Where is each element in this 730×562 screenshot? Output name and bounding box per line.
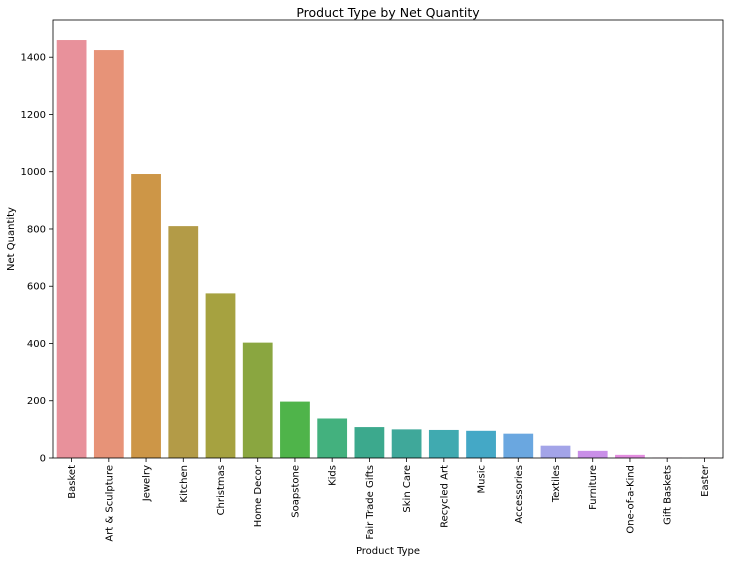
bar-5 <box>242 342 273 458</box>
y-axis: 0 200 400 600 800 1000 1200 1400 <box>21 53 53 465</box>
bar-3 <box>168 226 199 458</box>
x-axis-label: Product Type <box>356 546 420 557</box>
y-tick-label: 600 <box>27 282 46 293</box>
bar-13 <box>540 445 571 458</box>
bar-4 <box>205 293 236 458</box>
x-tick-label: Christmas <box>216 465 227 515</box>
x-tick-label: Kitchen <box>179 465 190 503</box>
y-tick-label: 1400 <box>21 53 46 64</box>
bars-group <box>56 40 720 459</box>
x-tick-label: Fair Trade Gifts <box>365 465 376 540</box>
bar-11 <box>466 430 496 458</box>
x-tick-label: Recycled Art <box>439 465 450 528</box>
bar-2 <box>131 174 161 458</box>
y-tick-label: 200 <box>27 396 46 407</box>
bar-0 <box>56 40 87 458</box>
x-tick-label: Soapstone <box>290 465 301 518</box>
x-tick-label: Accessories <box>514 465 525 524</box>
x-tick-label: Furniture <box>588 465 599 510</box>
x-tick-label: One-of-a-Kind <box>625 465 636 534</box>
x-tick-label: Gift Baskets <box>663 465 674 525</box>
y-axis-label: Net Quantity <box>6 207 17 271</box>
x-tick-label: Kids <box>328 465 339 486</box>
bar-7 <box>317 418 348 458</box>
bar-1 <box>93 50 124 459</box>
bar-6 <box>280 401 310 458</box>
x-axis: Basket Art & Sculpture Jewelry Kitchen Chris… <box>67 458 711 542</box>
x-tick-label: Jewelry <box>142 465 153 502</box>
bar-15 <box>615 454 645 458</box>
y-tick-label: 1200 <box>21 110 46 121</box>
plot-frame <box>52 19 724 459</box>
y-tick-label: 0 <box>40 454 46 465</box>
chart-title: Product Type by Net Quantity <box>296 5 480 20</box>
x-tick-label: Easter <box>700 464 711 497</box>
x-tick-label: Textiles <box>551 465 562 503</box>
x-tick-label: Art & Sculpture <box>104 465 115 542</box>
bar-12 <box>503 433 534 458</box>
bar-14 <box>577 450 608 458</box>
bar-9 <box>391 429 422 458</box>
y-tick-label: 1000 <box>21 167 46 178</box>
bar-8 <box>354 427 385 458</box>
x-tick-label: Basket <box>67 465 78 499</box>
y-tick-label: 400 <box>27 339 46 350</box>
x-tick-label: Music <box>477 465 488 493</box>
x-tick-label: Skin Care <box>402 465 413 513</box>
bar-10 <box>428 429 459 458</box>
x-tick-label: Home Decor <box>253 464 264 527</box>
y-tick-label: 800 <box>27 224 46 235</box>
